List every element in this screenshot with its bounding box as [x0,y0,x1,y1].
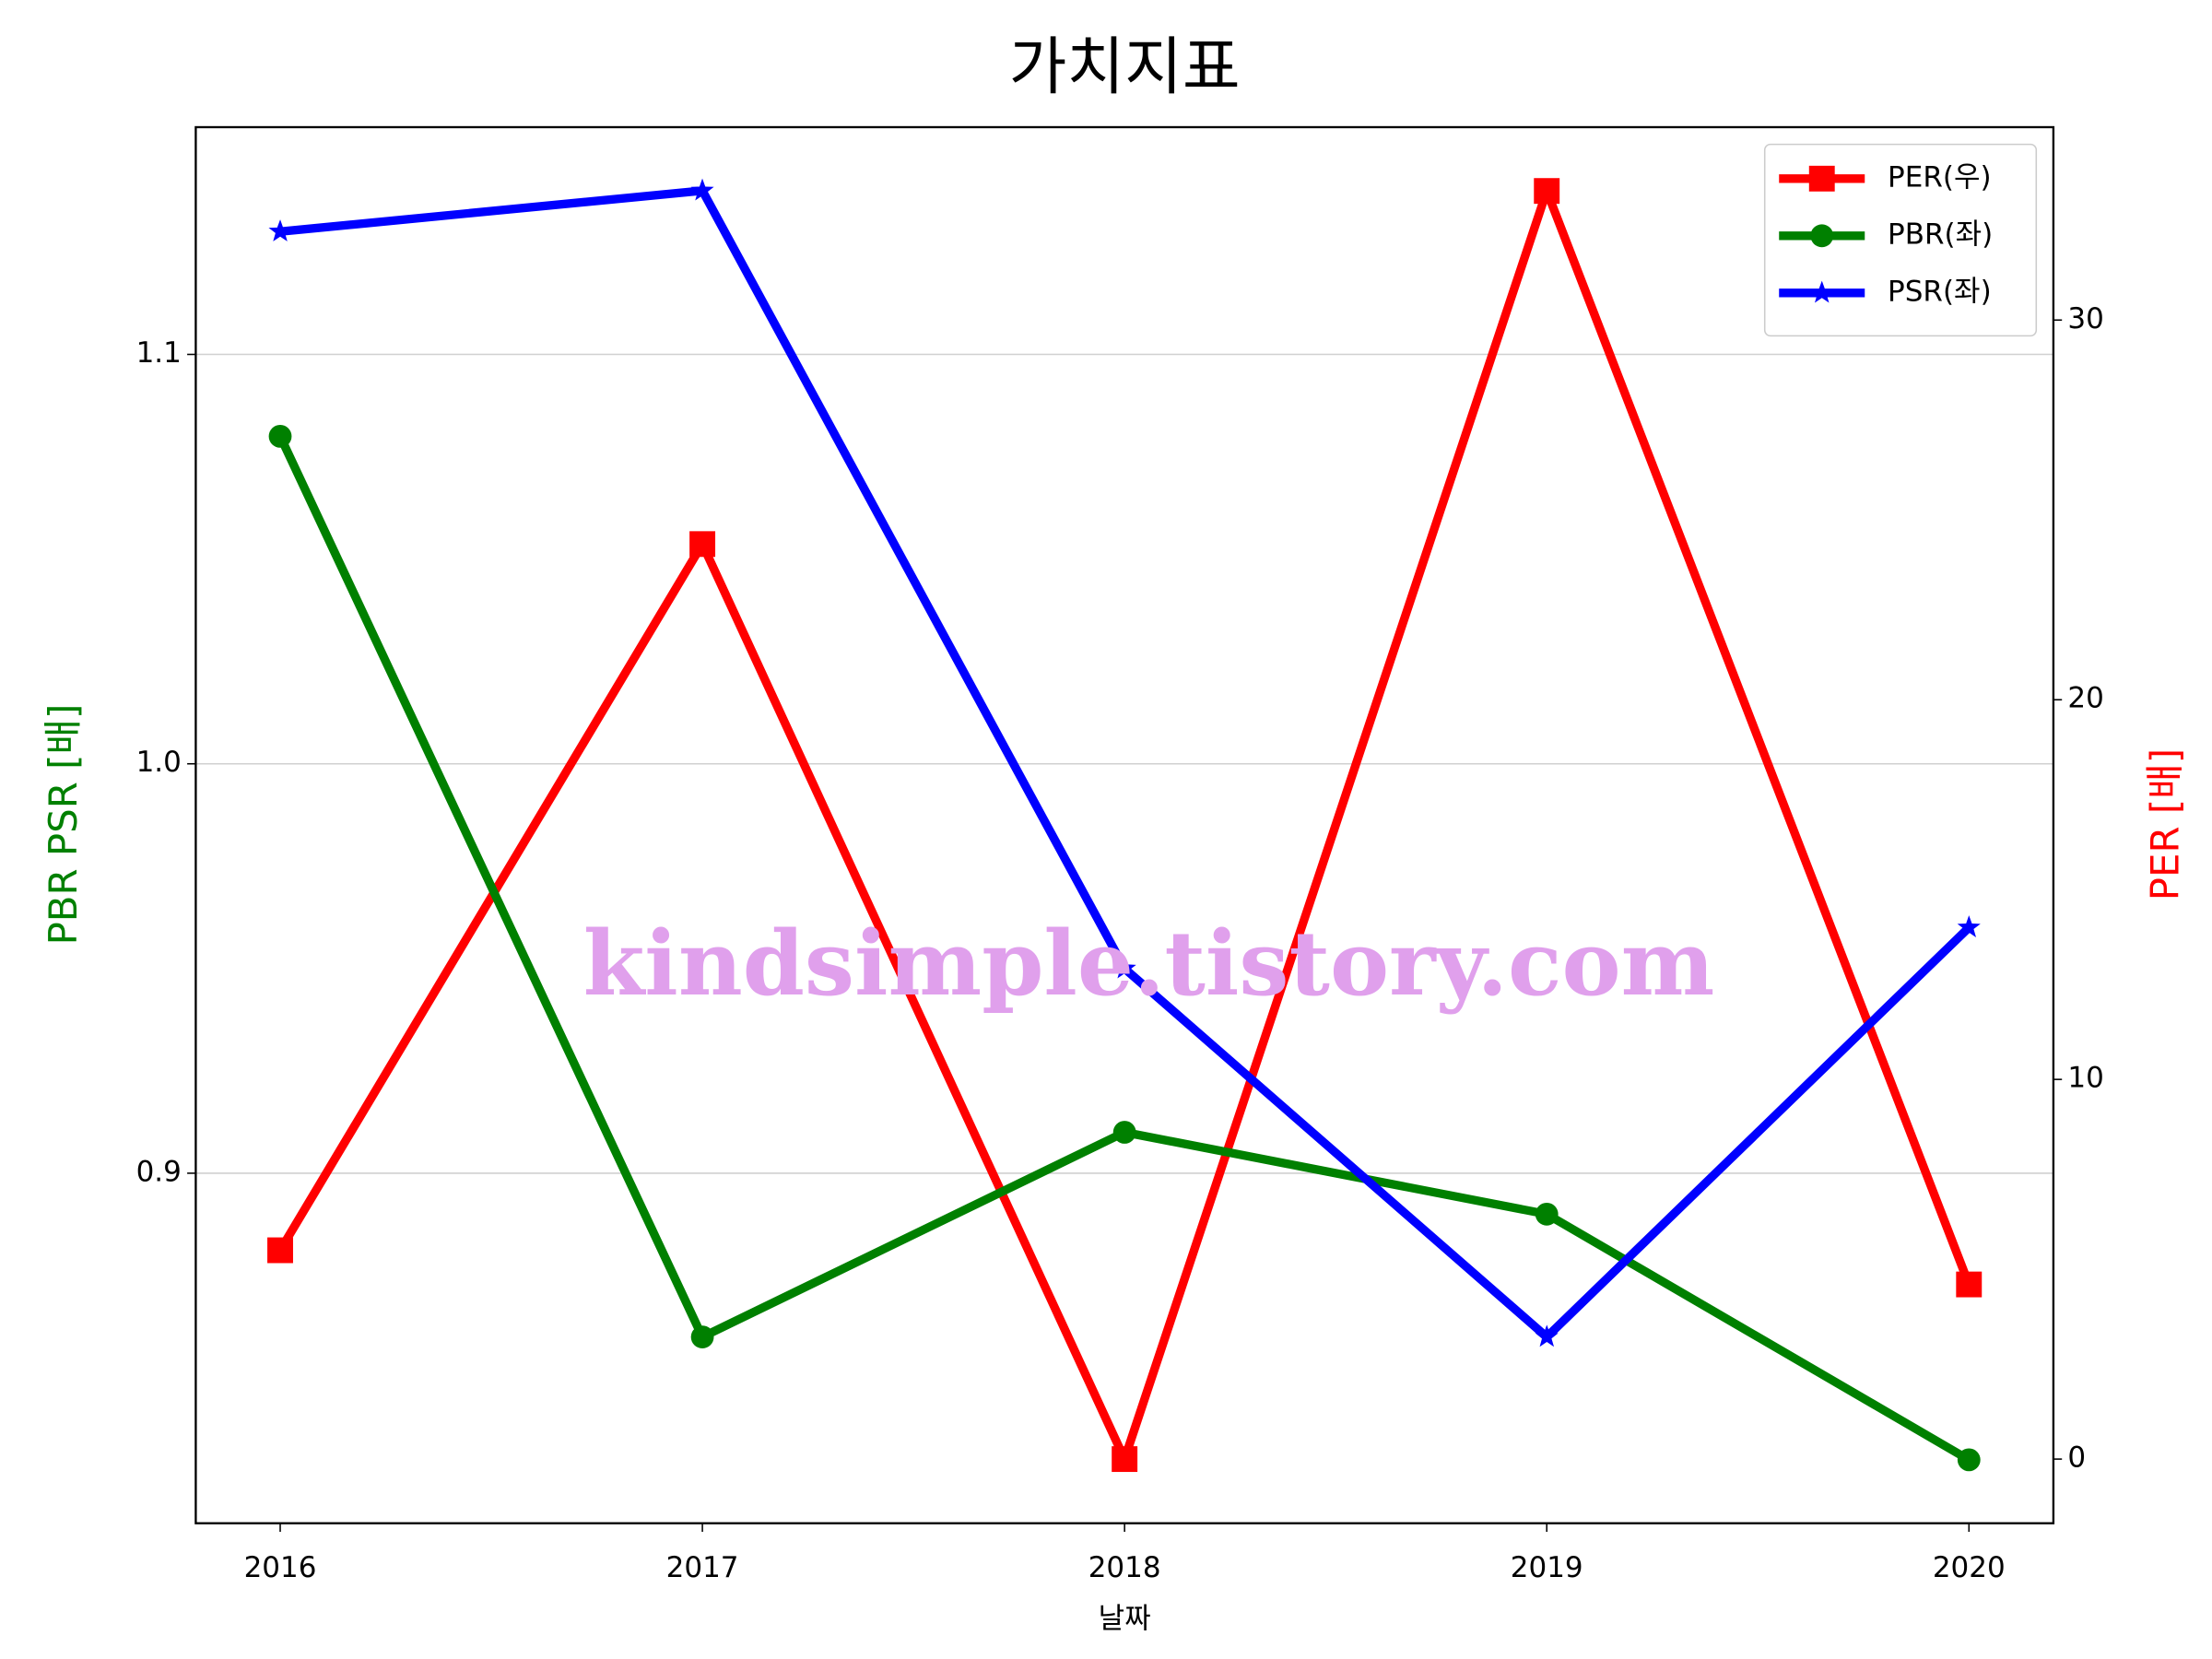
marker-circle [268,424,292,448]
marker-star [690,178,714,201]
marker-square [689,531,716,558]
legend: PER(우) PBR(좌) PSR(좌) [1763,143,2038,337]
watermark: kindsimple.tistory.com [583,912,1715,1016]
marker-square [1956,1271,1983,1298]
y2-axis-label: PER [배] [2142,748,2187,900]
marker-circle [1535,1202,1559,1226]
marker-circle [690,1325,714,1349]
x-tick-label: 2017 [666,1551,739,1584]
y-tick-label: 0.9 [136,1155,182,1188]
y2-tick-label: 30 [2067,302,2103,335]
y-axis-label: PBR PSR [배] [41,704,86,946]
y-tick-label: 1.0 [136,746,182,779]
y2-tick-label: 20 [2067,682,2103,715]
marker-square [1112,1446,1138,1473]
y2-tick-label: 0 [2067,1441,2086,1475]
legend-box [1763,143,2038,337]
x-tick-label: 2018 [1088,1551,1161,1584]
marker-star [1112,956,1136,979]
marker-square [267,1237,293,1264]
chart-title: 가치지표 [1009,31,1241,104]
x-tick-label: 2016 [244,1551,317,1584]
legend-label: PER(우) [1888,160,1992,194]
y2-tick-label: 10 [2067,1062,2103,1095]
marker-circle [1957,1448,1981,1472]
legend-label: PBR(좌) [1888,218,1993,251]
marker-square [1808,165,1835,192]
marker-square [1534,178,1560,205]
marker-star [268,219,292,241]
marker-circle [1810,224,1834,248]
marker-star [1535,1324,1559,1347]
x-tick-label: 2020 [1933,1551,2006,1584]
legend-label: PSR(좌) [1888,275,1992,308]
marker-circle [1112,1121,1136,1144]
marker-star [1957,915,1981,938]
plot-frame [194,125,2055,1524]
x-axis-label: 날짜 [1099,1603,1151,1636]
marker-star [1810,280,1834,303]
x-tick-label: 2019 [1511,1551,1583,1584]
y-tick-label: 1.1 [136,336,182,370]
